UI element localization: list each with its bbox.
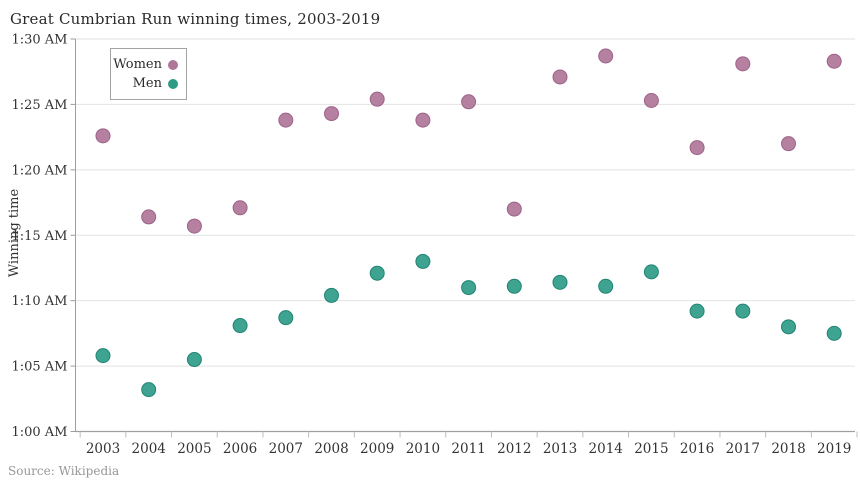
x-tick-label-2009: 2009 xyxy=(360,441,394,457)
data-point-men-2017 xyxy=(735,303,751,319)
legend-men-dot-icon xyxy=(168,78,178,89)
data-point-women-2011 xyxy=(461,94,477,110)
x-tick-label-2017: 2017 xyxy=(726,441,760,457)
x-tick-label-2018: 2018 xyxy=(771,441,805,457)
legend-women-dot-icon xyxy=(168,59,178,70)
x-tick-label-2004: 2004 xyxy=(132,441,166,457)
data-point-men-2013 xyxy=(552,274,568,290)
y-axis-title: Winning time xyxy=(7,188,22,277)
y-tick-label: 1:20 AM xyxy=(11,163,67,178)
data-point-men-2010 xyxy=(415,253,431,269)
y-tick-label: 1:15 AM xyxy=(11,229,67,244)
x-tick-label-2012: 2012 xyxy=(497,441,531,457)
legend-label-women: Women xyxy=(113,57,162,72)
data-point-men-2018 xyxy=(781,319,796,335)
legend: Women Men xyxy=(110,48,187,100)
data-point-women-2007 xyxy=(278,112,294,128)
x-tick-label-2008: 2008 xyxy=(314,441,348,457)
data-point-women-2009 xyxy=(369,91,385,107)
x-tick-label-2011: 2011 xyxy=(451,441,485,457)
data-point-men-2004 xyxy=(141,382,157,398)
x-tick-label-2003: 2003 xyxy=(86,441,120,457)
data-point-women-2010 xyxy=(415,112,431,128)
data-point-men-2012 xyxy=(506,278,522,294)
x-tick-label-2016: 2016 xyxy=(680,441,714,457)
data-point-men-2005 xyxy=(186,352,202,368)
data-point-men-2016 xyxy=(689,303,705,319)
y-tick-label: 1:05 AM xyxy=(11,360,67,375)
data-point-women-2015 xyxy=(643,92,659,108)
data-point-women-2004 xyxy=(141,209,157,225)
y-tick-label: 1:25 AM xyxy=(11,98,67,113)
x-tick-label-2007: 2007 xyxy=(269,441,303,457)
data-point-women-2014 xyxy=(598,48,614,64)
x-tick-label-2006: 2006 xyxy=(223,441,257,457)
data-point-women-2003 xyxy=(95,128,111,144)
data-point-women-2012 xyxy=(506,201,522,217)
data-point-women-2006 xyxy=(232,200,248,216)
data-point-men-2008 xyxy=(324,287,339,303)
data-point-women-2008 xyxy=(324,106,339,122)
data-point-men-2015 xyxy=(643,264,659,280)
y-tick-label: 1:30 AM xyxy=(11,33,67,48)
data-point-women-2005 xyxy=(186,218,202,234)
source-note: Source: Wikipedia xyxy=(8,464,120,478)
data-point-men-2007 xyxy=(278,310,294,326)
data-point-men-2011 xyxy=(461,280,477,296)
x-tick-label-2013: 2013 xyxy=(543,441,577,457)
y-tick-label: 1:10 AM xyxy=(11,294,67,309)
x-tick-label-2019: 2019 xyxy=(817,441,851,457)
data-point-men-2009 xyxy=(369,265,385,281)
data-point-women-2018 xyxy=(781,136,796,152)
data-point-women-2017 xyxy=(735,56,751,72)
legend-row-women: Women xyxy=(113,55,178,74)
legend-label-men: Men xyxy=(132,76,162,91)
x-tick-label-2014: 2014 xyxy=(589,441,623,457)
x-tick-label-2005: 2005 xyxy=(177,441,211,457)
data-point-men-2014 xyxy=(598,278,614,294)
legend-row-men: Men xyxy=(117,74,178,93)
x-tick-label-2015: 2015 xyxy=(634,441,668,457)
data-point-women-2013 xyxy=(552,69,568,85)
chart-title: Great Cumbrian Run winning times, 2003-2… xyxy=(10,10,381,28)
data-point-men-2003 xyxy=(95,348,111,364)
data-point-men-2019 xyxy=(826,325,842,341)
data-point-women-2016 xyxy=(689,140,705,156)
data-point-men-2006 xyxy=(232,318,248,334)
x-tick-label-2010: 2010 xyxy=(406,441,440,457)
data-point-women-2019 xyxy=(826,53,842,69)
y-tick-label: 1:00 AM xyxy=(11,425,67,440)
